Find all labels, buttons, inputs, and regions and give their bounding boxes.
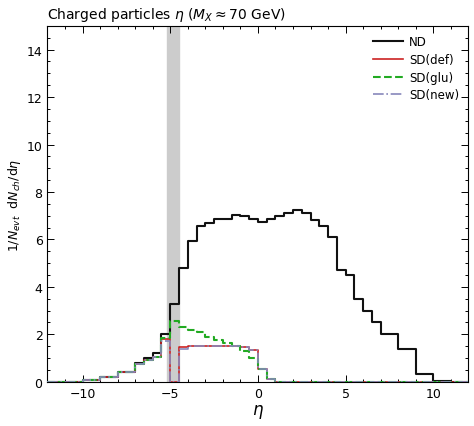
Bar <box>167 27 179 382</box>
Y-axis label: $1/N_{evt}$  $\mathrm{d}N_{ch}/\mathrm{d}\eta$: $1/N_{evt}$ $\mathrm{d}N_{ch}/\mathrm{d}… <box>6 158 23 251</box>
X-axis label: $\eta$: $\eta$ <box>252 403 264 420</box>
Legend: ND, SD(def), SD(glu), SD(new): ND, SD(def), SD(glu), SD(new) <box>370 33 463 106</box>
Text: Charged particles $\eta$ ($M_X \approx 70$ GeV): Charged particles $\eta$ ($M_X \approx 7… <box>47 6 286 23</box>
